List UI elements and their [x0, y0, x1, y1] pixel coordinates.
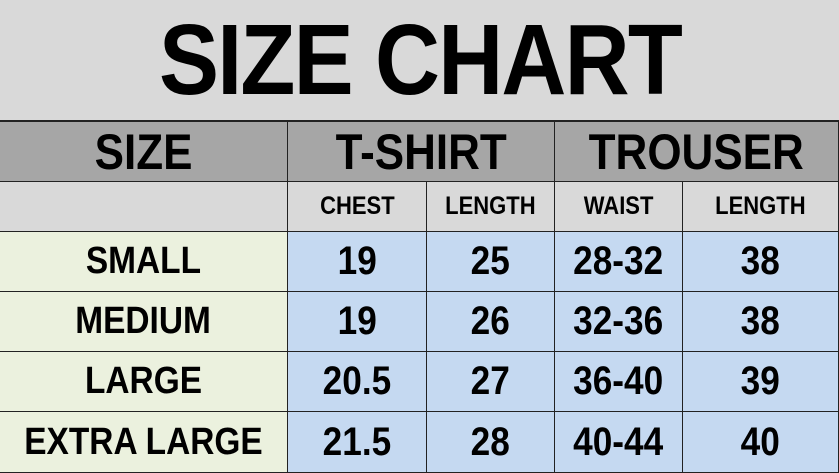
cell-text: 19	[337, 299, 377, 343]
row-size: MEDIUM	[0, 292, 288, 352]
header-size: SIZE	[0, 122, 288, 182]
cell-text: 38	[740, 239, 781, 283]
cell-trouser-length: 38	[683, 232, 839, 292]
row-size: EXTRA LARGE	[0, 412, 288, 473]
cell-text: 27	[470, 359, 511, 403]
cell-trouser-length: 40	[683, 412, 839, 473]
subheader-chest: CHEST	[288, 182, 427, 232]
cell-text: 36-40	[573, 359, 664, 403]
header-tshirt-text: T-SHIRT	[335, 123, 507, 180]
cell-text: SMALL	[85, 240, 202, 282]
cell-text: 40-44	[573, 419, 664, 464]
cell-text: 21.5	[322, 419, 392, 464]
cell-text: 25	[470, 239, 511, 283]
cell-text: 19	[337, 239, 377, 283]
subheader-waist: WAIST	[555, 182, 683, 232]
cell-text: 39	[740, 359, 781, 403]
cell-tshirt-length: 25	[427, 232, 555, 292]
row-size: LARGE	[0, 352, 288, 412]
cell-text: 40	[740, 419, 781, 464]
cell-waist: 40-44	[555, 412, 683, 473]
cell-text: 26	[470, 299, 511, 343]
cell-waist: 36-40	[555, 352, 683, 412]
cell-tshirt-length: 28	[427, 412, 555, 473]
subheader-empty	[0, 182, 288, 232]
cell-chest: 19	[288, 232, 427, 292]
subheader-text: LENGTH	[715, 192, 806, 220]
header-tshirt: T-SHIRT	[288, 122, 555, 182]
cell-text: 32-36	[573, 299, 664, 343]
subheader-text: CHEST	[319, 192, 395, 220]
header-trouser: TROUSER	[555, 122, 839, 182]
cell-text: 38	[740, 299, 781, 343]
cell-tshirt-length: 26	[427, 292, 555, 352]
size-table: SIZE T-SHIRT TROUSER CHEST LENGTH WAIST …	[0, 120, 839, 473]
cell-chest: 21.5	[288, 412, 427, 473]
cell-chest: 20.5	[288, 352, 427, 412]
cell-text: MEDIUM	[75, 300, 212, 342]
subheader-trouser-length: LENGTH	[683, 182, 839, 232]
cell-waist: 28-32	[555, 232, 683, 292]
cell-text: 20.5	[322, 359, 392, 403]
subheader-text: WAIST	[583, 192, 654, 220]
cell-tshirt-length: 27	[427, 352, 555, 412]
title-text: SIZE CHART	[158, 3, 683, 116]
page-title: SIZE CHART	[0, 0, 839, 120]
cell-trouser-length: 39	[683, 352, 839, 412]
cell-text: 28-32	[573, 239, 664, 283]
cell-text: 28	[470, 419, 511, 464]
subheader-text: LENGTH	[445, 192, 536, 220]
header-size-text: SIZE	[94, 123, 193, 180]
header-trouser-text: TROUSER	[588, 123, 805, 180]
row-size: SMALL	[0, 232, 288, 292]
cell-waist: 32-36	[555, 292, 683, 352]
subheader-tshirt-length: LENGTH	[427, 182, 555, 232]
cell-trouser-length: 38	[683, 292, 839, 352]
cell-chest: 19	[288, 292, 427, 352]
cell-text: LARGE	[84, 360, 203, 402]
cell-text: EXTRA LARGE	[24, 420, 263, 463]
